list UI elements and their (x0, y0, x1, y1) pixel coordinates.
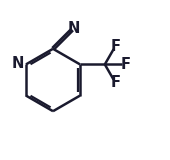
Text: F: F (121, 57, 131, 72)
Text: F: F (110, 75, 120, 90)
Text: N: N (68, 21, 80, 36)
Text: F: F (110, 39, 120, 54)
Text: N: N (11, 56, 24, 71)
